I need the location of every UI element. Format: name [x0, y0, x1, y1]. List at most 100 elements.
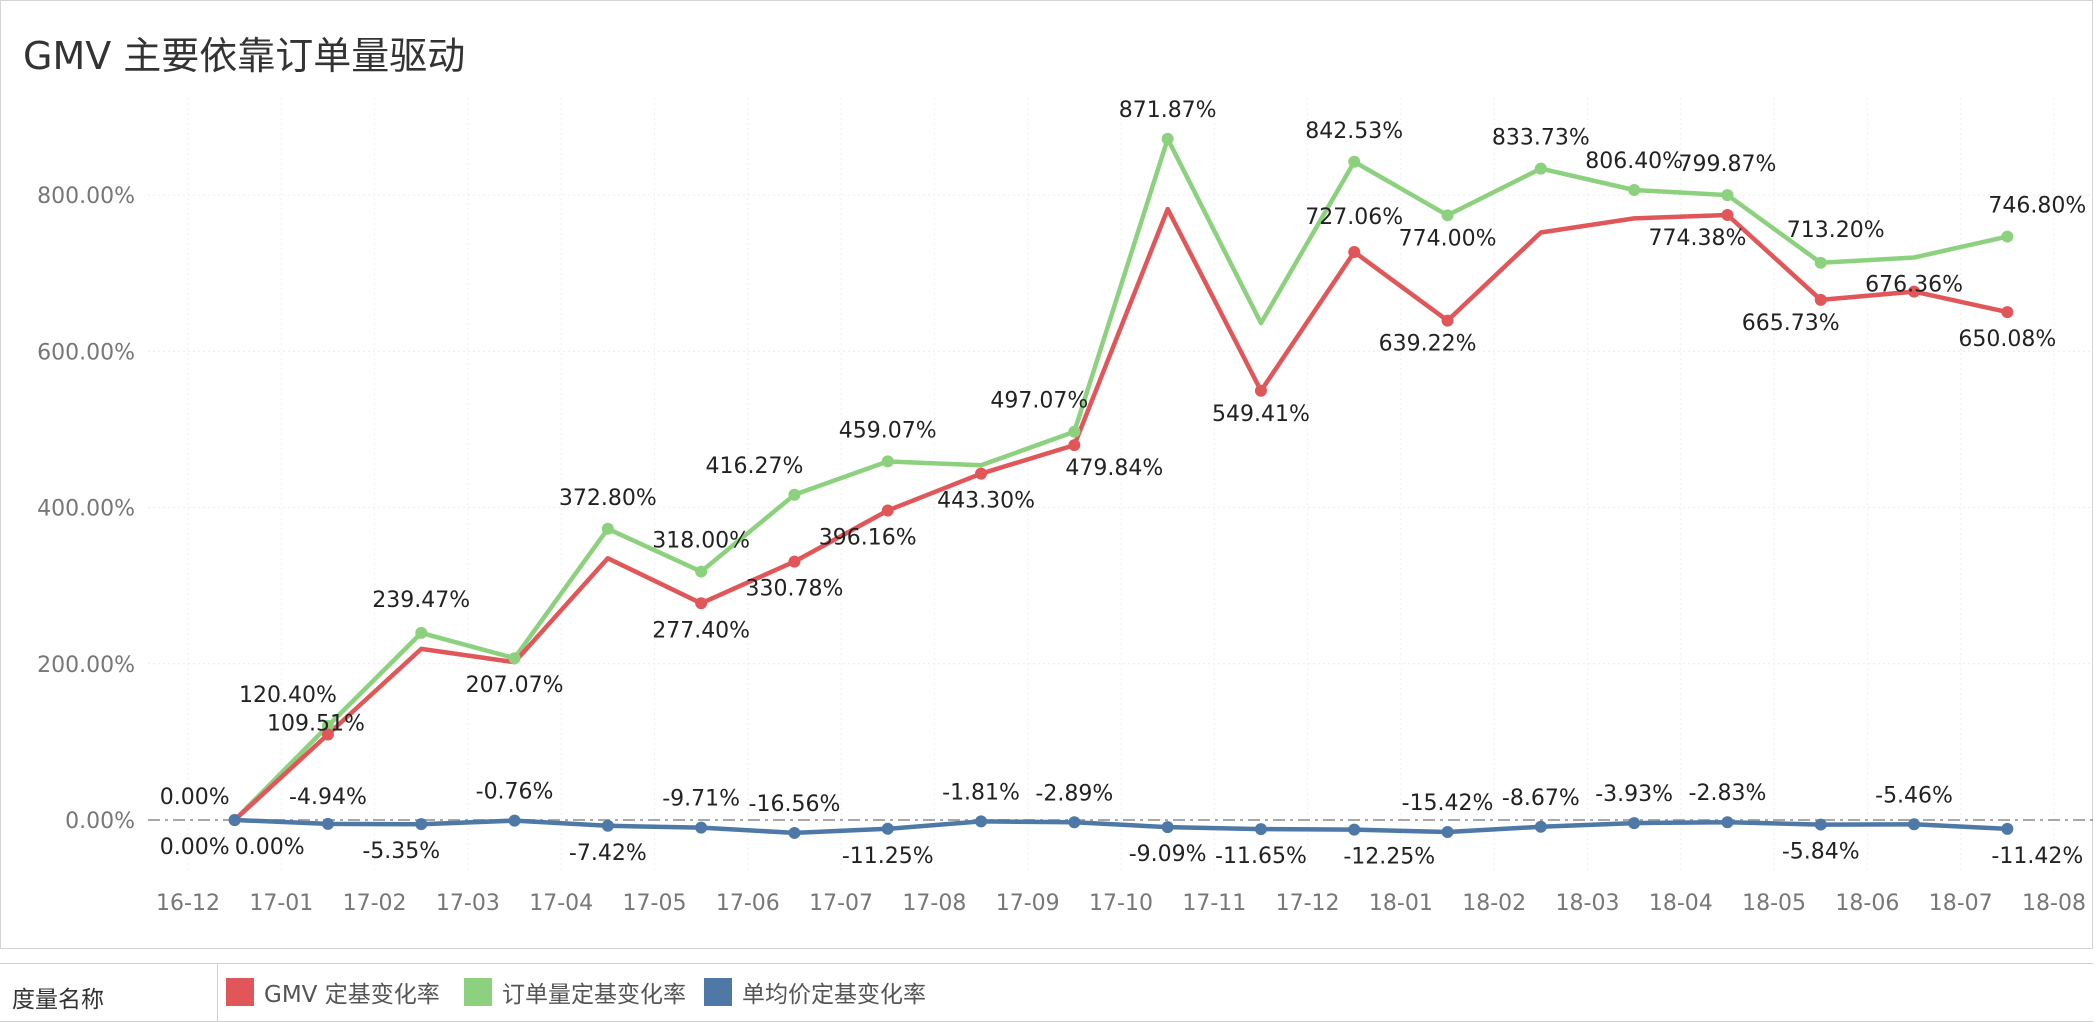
- data-point-orders[interactable]: [1534, 162, 1547, 175]
- legend-item-avg-price[interactable]: 单均价定基变化率: [704, 972, 926, 1012]
- data-label-avg-price: -9.71%: [662, 787, 740, 812]
- data-point-gmv[interactable]: [1908, 285, 1921, 298]
- data-point-avg-price[interactable]: [1814, 818, 1827, 831]
- data-point-avg-price[interactable]: [415, 818, 428, 831]
- data-point-orders[interactable]: [1161, 132, 1174, 145]
- data-point-avg-price[interactable]: [2001, 822, 2014, 835]
- data-label-avg-price: -4.94%: [289, 785, 367, 810]
- data-label-gmv: 676.36%: [1865, 273, 1963, 298]
- data-point-avg-price[interactable]: [1161, 821, 1174, 834]
- series-line-orders: [233, 136, 2008, 822]
- data-point-avg-price[interactable]: [321, 817, 334, 830]
- series-lines: [233, 136, 2008, 836]
- data-label-gmv: 443.30%: [937, 489, 1035, 514]
- data-label-gmv: 650.08%: [1958, 327, 2056, 352]
- data-point-orders[interactable]: [415, 626, 428, 639]
- x-tick-label: 17-01: [249, 891, 313, 916]
- data-label-gmv: 277.40%: [652, 618, 750, 643]
- x-tick-label: 17-04: [529, 891, 593, 916]
- data-label-orders: 774.00%: [1399, 226, 1497, 251]
- data-point-avg-price[interactable]: [881, 822, 894, 835]
- data-label-orders: 120.40%: [239, 683, 337, 708]
- data-point-gmv[interactable]: [975, 467, 988, 480]
- legend-item-gmv[interactable]: GMV 定基变化率: [226, 972, 440, 1012]
- data-label-orders: 833.73%: [1492, 126, 1590, 151]
- y-tick-label: 600.00%: [37, 340, 135, 365]
- data-point-gmv[interactable]: [1441, 314, 1454, 327]
- data-point-avg-price[interactable]: [1628, 817, 1641, 830]
- x-tick-label: 16-12: [156, 891, 220, 916]
- x-tick-label: 17-07: [809, 891, 873, 916]
- data-label-orders: 459.07%: [839, 418, 937, 443]
- data-point-orders[interactable]: [508, 652, 521, 665]
- legend-label-gmv: GMV 定基变化率: [264, 982, 440, 1008]
- data-point-avg-price[interactable]: [788, 826, 801, 839]
- data-point-orders[interactable]: [321, 719, 334, 732]
- data-point-orders[interactable]: [695, 565, 708, 578]
- data-label-avg-price: -3.93%: [1595, 782, 1673, 807]
- x-tick-label: 17-08: [902, 891, 966, 916]
- data-point-orders[interactable]: [881, 455, 894, 468]
- data-point-orders[interactable]: [1721, 189, 1734, 202]
- y-tick-label: 400.00%: [37, 497, 135, 522]
- data-point-gmv[interactable]: [1721, 209, 1734, 222]
- x-tick-label: 17-03: [436, 891, 500, 916]
- data-point-gmv[interactable]: [1254, 384, 1267, 397]
- data-point-orders[interactable]: [2001, 230, 2014, 243]
- data-point-orders[interactable]: [1628, 184, 1641, 196]
- data-label-avg-price: -8.67%: [1502, 786, 1580, 811]
- data-point-orders[interactable]: [1814, 256, 1827, 269]
- data-label-avg-price: -1.81%: [942, 780, 1020, 805]
- data-point-avg-price[interactable]: [508, 814, 521, 827]
- x-tick-label: 18-05: [1742, 891, 1806, 916]
- data-label-orders: 746.80%: [1988, 194, 2086, 219]
- data-point-orders[interactable]: [1348, 155, 1361, 168]
- data-point-gmv[interactable]: [1068, 439, 1081, 452]
- data-label-orders: 806.40%: [1585, 149, 1683, 174]
- data-label-orders: 372.80%: [559, 486, 657, 511]
- data-point-avg-price[interactable]: [1534, 820, 1547, 833]
- data-point-avg-price[interactable]: [1254, 823, 1267, 836]
- data-label-avg-price: -5.84%: [1782, 840, 1860, 865]
- data-point-gmv[interactable]: [1348, 245, 1361, 258]
- data-point-orders[interactable]: [1068, 425, 1081, 438]
- data-point-gmv[interactable]: [2001, 306, 2014, 319]
- data-point-avg-price[interactable]: [1441, 826, 1454, 839]
- line-chart: 0.00% 200.00% 400.00% 600.00% 800.00% 16-12 17…: [37, 98, 2093, 916]
- data-point-avg-price[interactable]: [601, 819, 614, 832]
- axes: 0.00% 200.00% 400.00% 600.00% 800.00% 16-12 17…: [37, 184, 2093, 916]
- grid: [148, 98, 2093, 870]
- data-point-orders[interactable]: [601, 522, 614, 535]
- legend-title: 度量名称: [12, 987, 104, 1013]
- data-point-avg-price[interactable]: [228, 814, 241, 826]
- data-label-gmv: 330.78%: [746, 577, 844, 602]
- data-label-avg-price: -5.46%: [1875, 783, 1953, 808]
- data-point-avg-price[interactable]: [1908, 818, 1921, 831]
- legend-swatch-gmv: [226, 978, 254, 1006]
- data-point-gmv[interactable]: [1814, 293, 1827, 306]
- data-label-avg-price: -5.35%: [362, 839, 440, 864]
- x-tick-label: 17-06: [716, 891, 780, 916]
- data-point-avg-price[interactable]: [1348, 823, 1361, 836]
- data-label-gmv: 639.22%: [1379, 332, 1477, 357]
- data-point-avg-price[interactable]: [975, 815, 988, 828]
- data-point-avg-price[interactable]: [1068, 816, 1081, 829]
- data-point-gmv[interactable]: [321, 728, 334, 741]
- data-point-orders[interactable]: [1441, 209, 1454, 222]
- data-point-avg-price[interactable]: [1721, 816, 1734, 829]
- x-tick-label: 17-09: [996, 891, 1060, 916]
- data-label-gmv: 549.41%: [1212, 402, 1310, 427]
- data-point-avg-price[interactable]: [695, 821, 708, 834]
- y-tick-label: 200.00%: [37, 653, 135, 678]
- data-label-orders: 842.53%: [1305, 119, 1403, 144]
- x-tick-label: 17-02: [343, 891, 407, 916]
- x-tick-label: 18-08: [2022, 891, 2086, 916]
- data-point-gmv[interactable]: [695, 597, 708, 610]
- legend-item-orders[interactable]: 订单量定基变化率: [464, 972, 686, 1012]
- data-point-gmv[interactable]: [788, 555, 801, 568]
- data-point-gmv[interactable]: [881, 504, 894, 517]
- x-tick-label: 18-02: [1462, 891, 1526, 916]
- data-point-orders[interactable]: [788, 488, 801, 501]
- legend: 度量名称 GMV 定基变化率 订单量定基变化率 单均价定基变化率: [0, 963, 2093, 1022]
- data-label-orders: 0.00%: [160, 785, 230, 810]
